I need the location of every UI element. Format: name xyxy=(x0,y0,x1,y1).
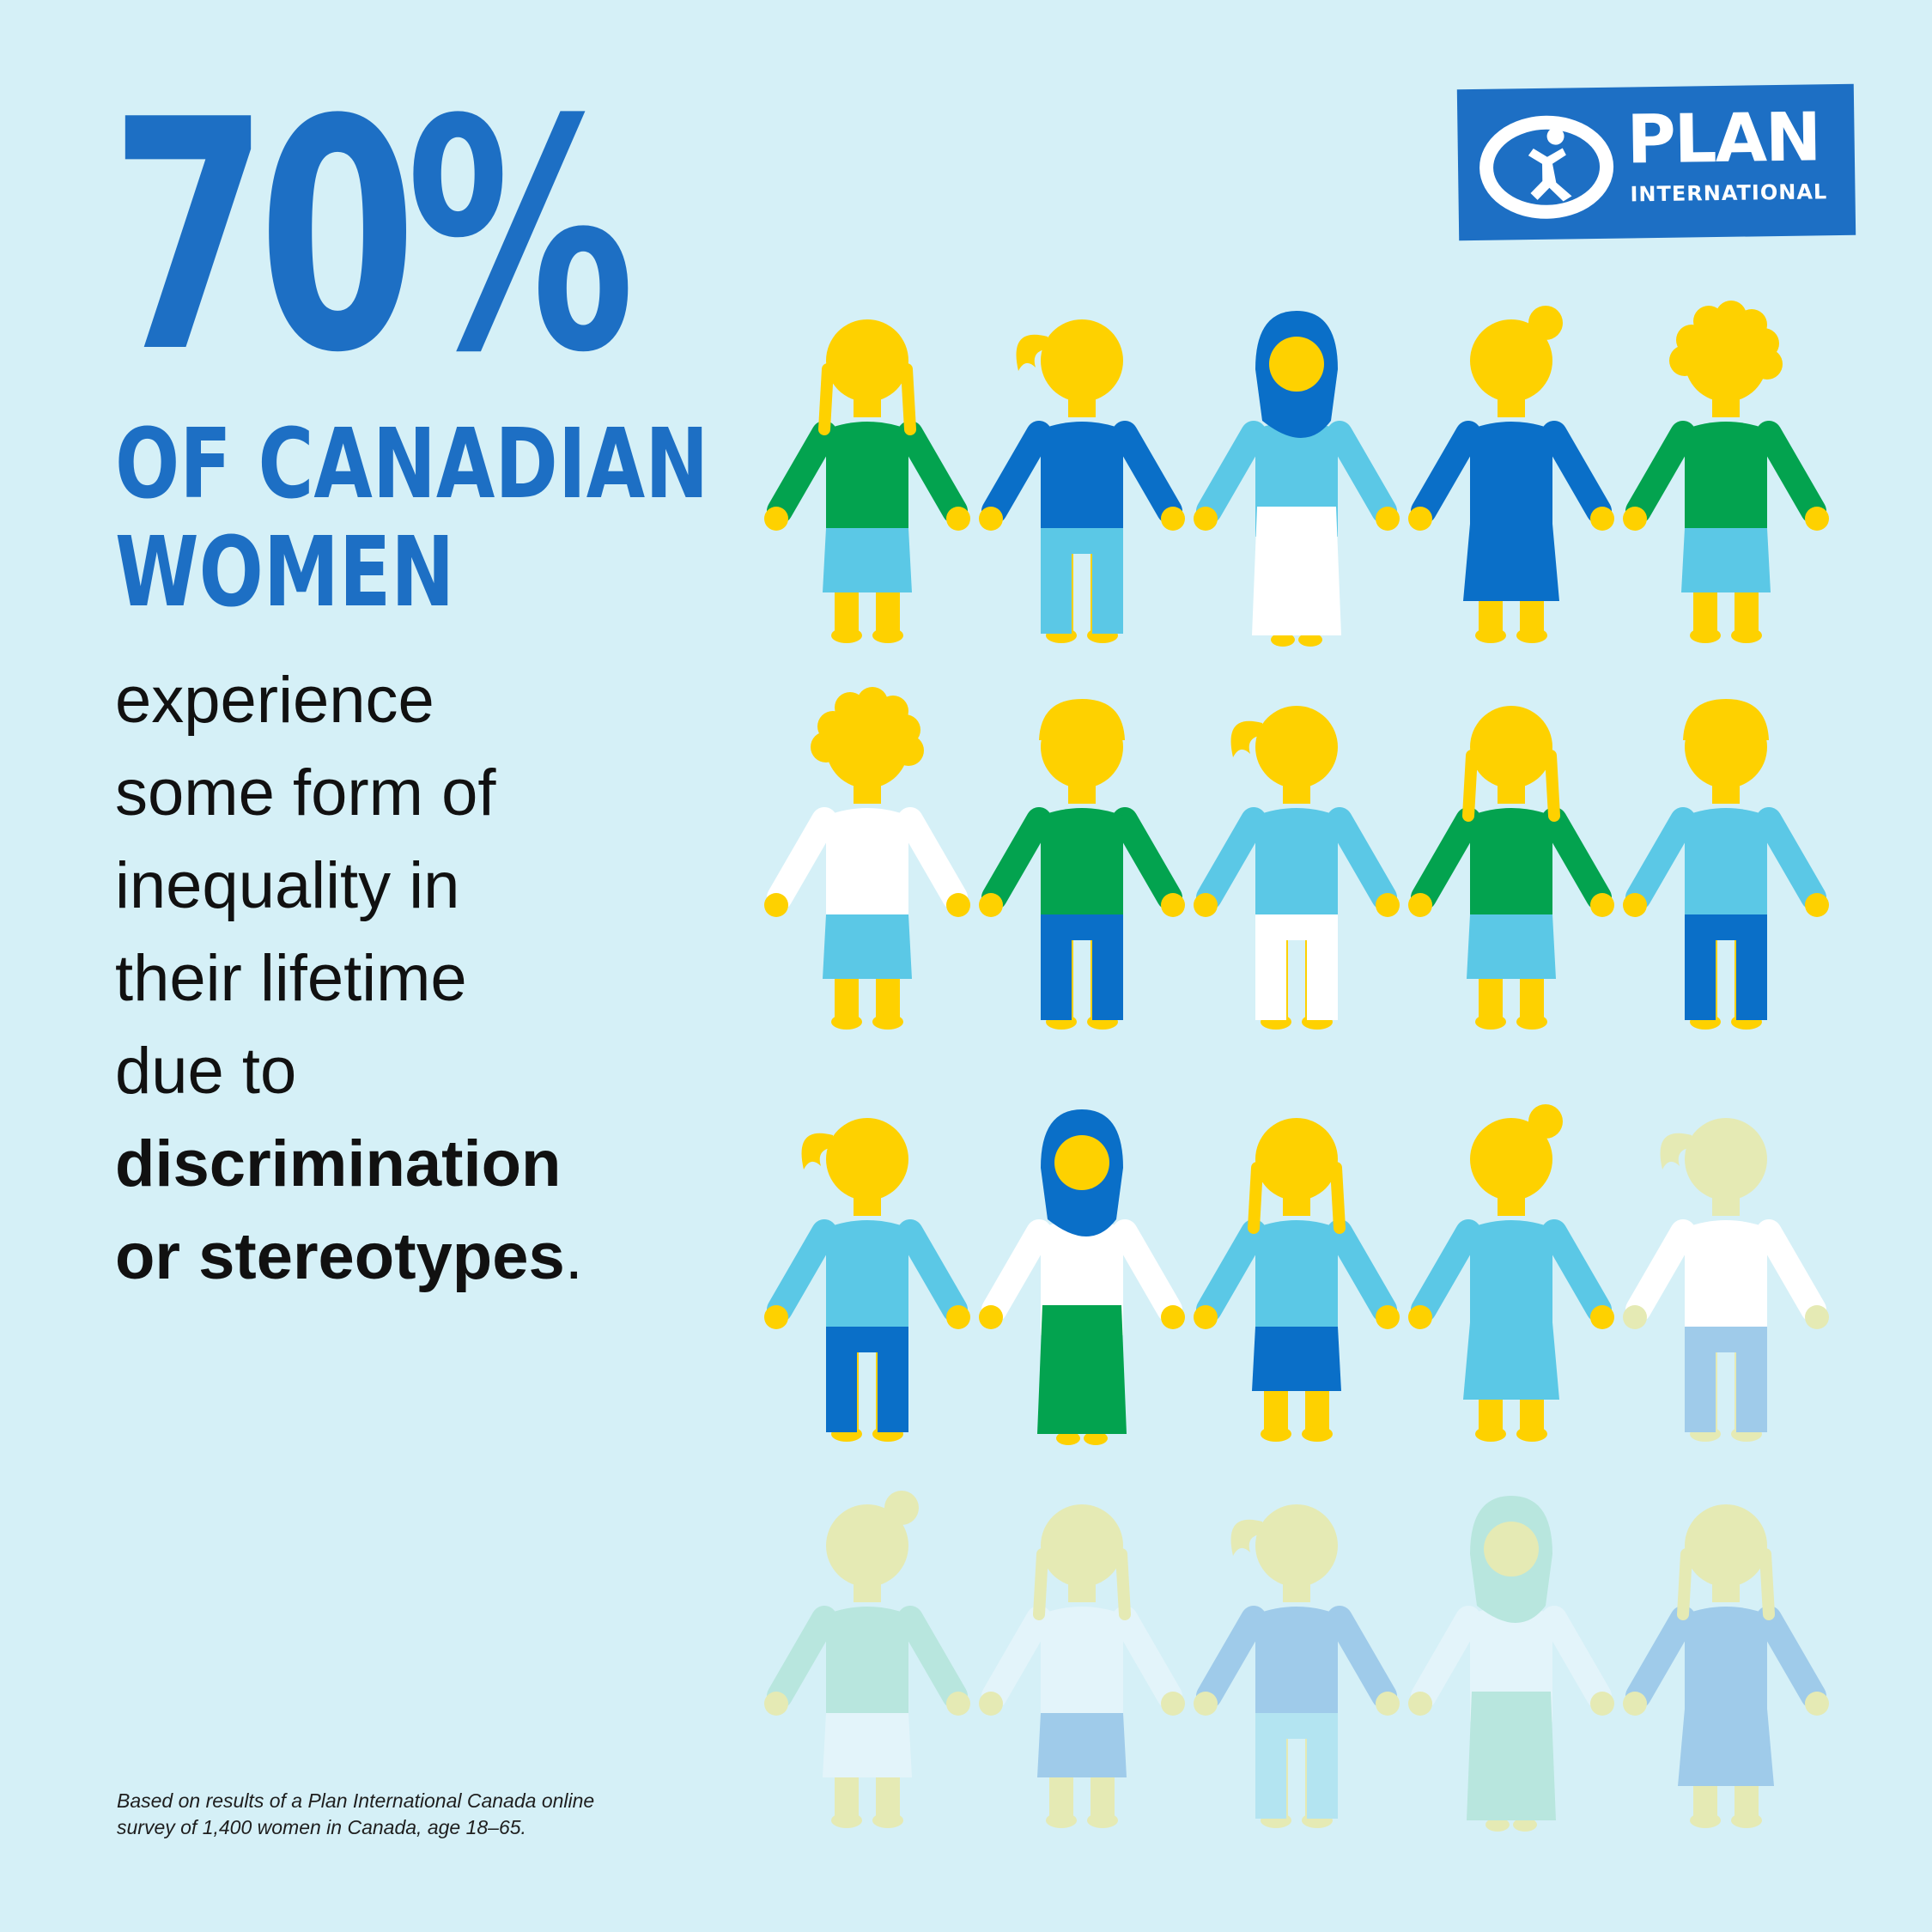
woman-figure-icon xyxy=(979,1109,1185,1445)
headline-line-2: WOMEN xyxy=(115,517,455,629)
woman-figure-icon xyxy=(979,699,1185,1030)
body-bold-line-2: or stereotypes xyxy=(115,1220,565,1293)
woman-figure-icon xyxy=(1408,1496,1614,1832)
body-line-2: some form of xyxy=(115,756,496,829)
woman-figure-icon xyxy=(764,1491,970,1828)
body-period: . xyxy=(564,1220,583,1293)
body-line-5: due to xyxy=(115,1035,297,1108)
woman-figure-icon xyxy=(1408,306,1614,643)
body-text: experience some form of inequality in th… xyxy=(115,654,699,1303)
woman-figure-icon xyxy=(1623,1118,1829,1442)
plan-international-logo: PLAN INTERNATIONAL xyxy=(1456,83,1856,241)
footnote-line-1: Based on results of a Plan International… xyxy=(117,1789,595,1812)
woman-figure-icon xyxy=(1194,1504,1400,1828)
body-line-3: inequality in xyxy=(115,849,460,922)
footnote-line-2: survey of 1,400 women in Canada, age 18–… xyxy=(117,1816,526,1838)
woman-figure-icon xyxy=(979,319,1185,643)
plan-child-logo-icon xyxy=(1479,115,1614,219)
stat-percentage: 70% xyxy=(110,53,635,422)
woman-figure-icon xyxy=(1623,1504,1829,1828)
woman-figure-icon xyxy=(1623,699,1829,1030)
body-bold-line-1: discrimination xyxy=(115,1127,562,1200)
body-line-1: experience xyxy=(115,664,434,737)
headline: OF CANADIAN WOMEN xyxy=(115,410,708,627)
woman-figure-icon xyxy=(1408,1104,1614,1442)
woman-figure-icon xyxy=(1194,706,1400,1030)
woman-figure-icon xyxy=(1623,301,1829,643)
headline-line-1: OF CANADIAN xyxy=(115,409,709,520)
woman-figure-icon xyxy=(764,687,970,1030)
footnote: Based on results of a Plan International… xyxy=(117,1788,718,1841)
woman-figure-icon xyxy=(979,1504,1185,1828)
body-line-4: their lifetime xyxy=(115,942,467,1015)
woman-figure-icon xyxy=(764,1118,970,1442)
woman-figure-icon xyxy=(764,319,970,643)
woman-figure-icon xyxy=(1194,311,1400,647)
woman-figure-icon xyxy=(1194,1118,1400,1442)
woman-figure-icon xyxy=(1408,706,1614,1030)
